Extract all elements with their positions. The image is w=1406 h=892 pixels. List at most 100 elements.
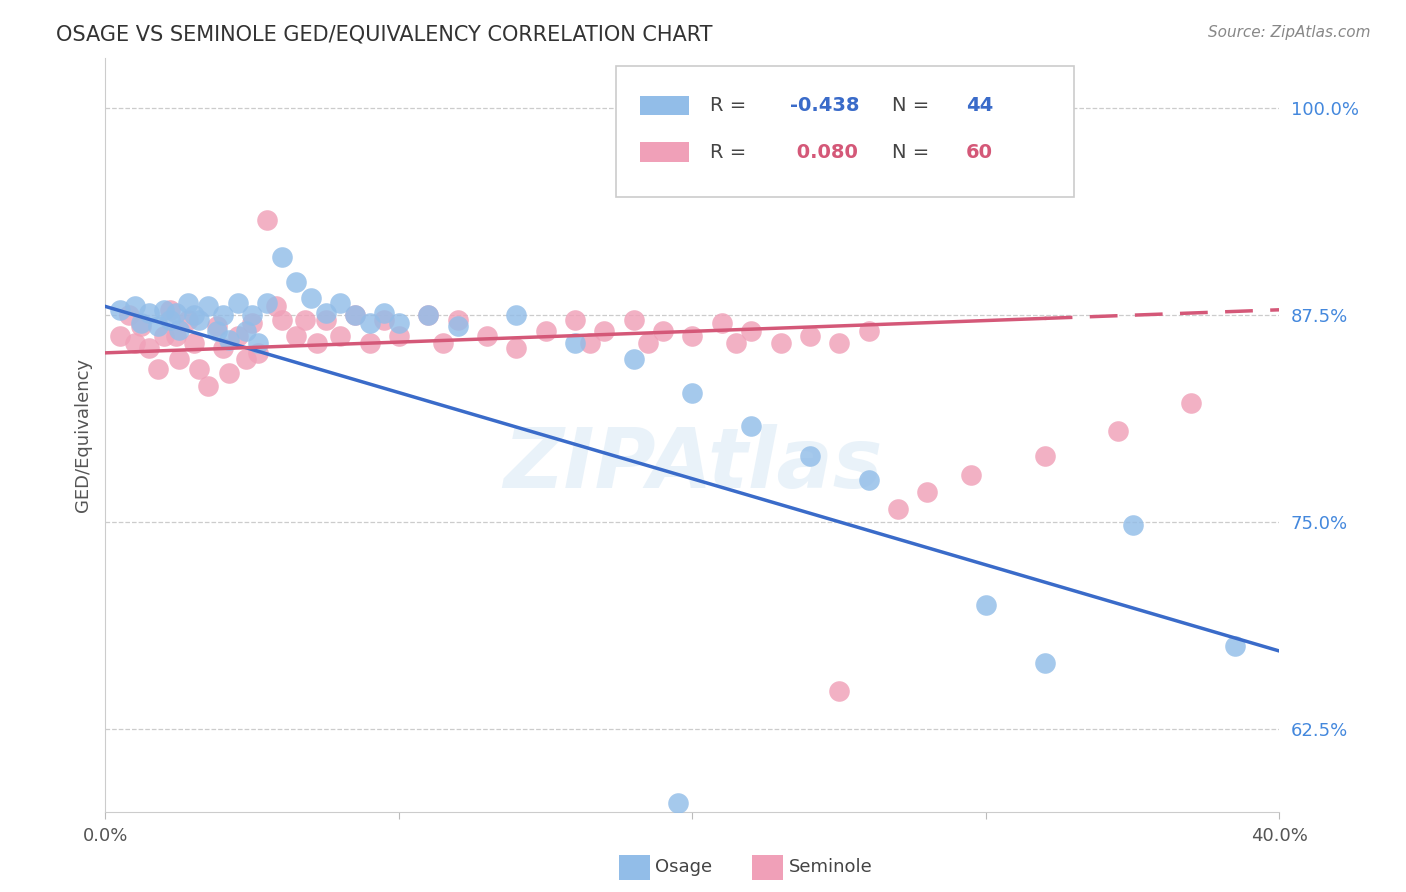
Point <box>211 308 233 322</box>
Point <box>264 300 287 314</box>
Point <box>197 300 219 314</box>
Point <box>858 474 880 488</box>
Point <box>205 324 228 338</box>
Point <box>799 329 821 343</box>
Point <box>235 352 257 367</box>
Point <box>1033 656 1056 670</box>
Point <box>218 366 240 380</box>
Point <box>578 335 600 350</box>
Point <box>329 329 352 343</box>
Point <box>188 362 211 376</box>
Point <box>418 308 440 322</box>
Point <box>247 335 270 350</box>
Point <box>183 335 205 350</box>
Point <box>960 468 983 483</box>
Point <box>315 312 337 326</box>
Point <box>315 306 337 320</box>
Point <box>388 316 411 330</box>
Text: -0.438: -0.438 <box>790 96 859 115</box>
Point <box>153 329 176 343</box>
Point <box>129 316 152 330</box>
Point <box>343 308 366 322</box>
Text: 0.080: 0.080 <box>790 143 858 161</box>
Point <box>256 213 278 227</box>
Text: ZIPAtlas: ZIPAtlas <box>503 425 882 506</box>
Point <box>725 335 748 350</box>
Point <box>505 308 527 322</box>
Point <box>1107 424 1129 438</box>
Point <box>418 308 440 322</box>
Point <box>183 308 205 322</box>
Point <box>329 296 352 310</box>
Point <box>165 306 187 320</box>
Point <box>188 312 211 326</box>
Point <box>917 485 939 500</box>
Text: 60: 60 <box>966 143 993 161</box>
Point <box>446 319 468 334</box>
Text: Seminole: Seminole <box>789 858 873 876</box>
Text: 44: 44 <box>966 96 993 115</box>
Point <box>373 312 395 326</box>
Point <box>211 341 233 355</box>
Point <box>129 319 152 334</box>
Point <box>240 308 263 322</box>
Point <box>218 333 240 347</box>
Point <box>148 362 170 376</box>
Point <box>118 308 141 322</box>
Point <box>666 797 689 811</box>
Point <box>682 385 704 400</box>
Point <box>1225 639 1247 653</box>
Point <box>124 300 146 314</box>
Point <box>682 329 704 343</box>
Point <box>197 379 219 393</box>
Bar <box>640 95 689 115</box>
Point <box>388 329 411 343</box>
Point <box>505 341 527 355</box>
Point <box>305 335 328 350</box>
Point <box>167 352 190 367</box>
FancyBboxPatch shape <box>616 65 1074 197</box>
Point <box>1180 395 1202 409</box>
Point <box>176 312 198 326</box>
Point <box>294 312 316 326</box>
Point <box>256 296 278 310</box>
Point <box>285 329 308 343</box>
Point <box>828 335 851 350</box>
Text: N =: N = <box>891 143 935 161</box>
Point <box>153 302 176 317</box>
Point <box>226 329 249 343</box>
Point <box>299 291 322 305</box>
Point <box>359 335 381 350</box>
Point <box>564 335 586 350</box>
Point <box>710 316 733 330</box>
Point <box>247 346 270 360</box>
Point <box>740 418 762 433</box>
Text: Source: ZipAtlas.com: Source: ZipAtlas.com <box>1208 25 1371 40</box>
Point <box>475 329 498 343</box>
Point <box>343 308 366 322</box>
Point <box>974 598 997 612</box>
Point <box>285 275 308 289</box>
Point <box>176 296 198 310</box>
Point <box>1122 518 1144 533</box>
Point <box>226 296 249 310</box>
Point <box>740 324 762 338</box>
Point <box>359 316 381 330</box>
Point <box>652 324 675 338</box>
Bar <box>640 143 689 162</box>
Text: R =: R = <box>710 143 752 161</box>
Point <box>148 319 170 334</box>
Point <box>138 341 160 355</box>
Point <box>564 312 586 326</box>
Y-axis label: GED/Equivalency: GED/Equivalency <box>73 358 91 512</box>
Point <box>858 324 880 338</box>
Point <box>270 312 292 326</box>
Point <box>373 306 395 320</box>
Point <box>108 329 131 343</box>
Point <box>205 319 228 334</box>
Point <box>769 335 792 350</box>
Point <box>159 302 181 317</box>
Point <box>165 329 187 343</box>
Point <box>446 312 468 326</box>
Point <box>108 302 131 317</box>
